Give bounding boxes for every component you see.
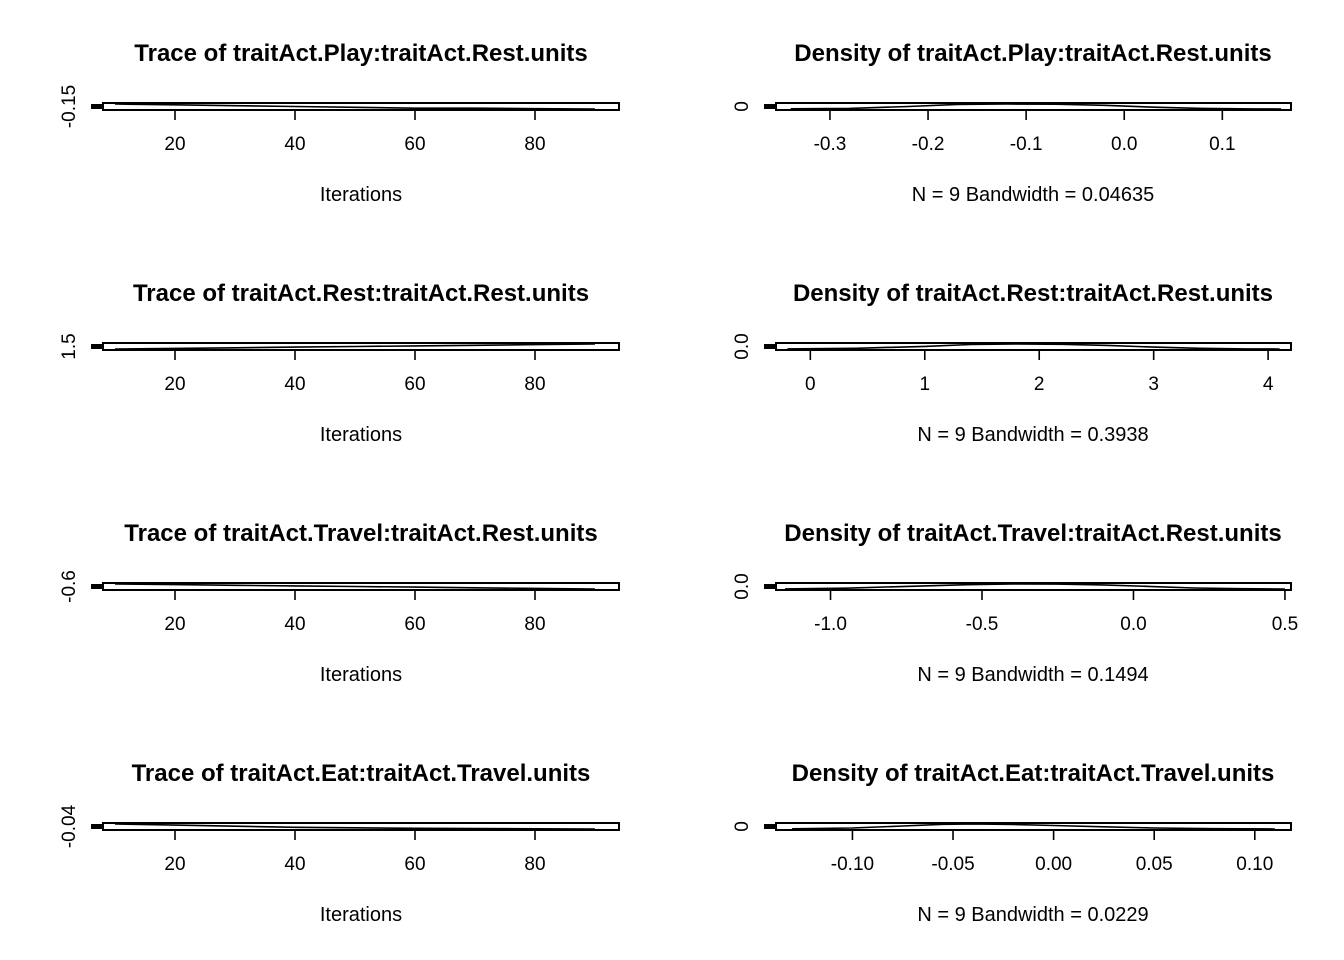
panel-title: Trace of traitAct.Rest:traitAct.Rest.uni… bbox=[133, 280, 589, 307]
y-tick-label: -0.6 bbox=[59, 570, 80, 603]
panel-title: Density of traitAct.Play:traitAct.Rest.u… bbox=[794, 40, 1271, 67]
x-tick-label: 20 bbox=[164, 134, 185, 155]
x-tick-label: 1 bbox=[919, 374, 930, 395]
x-tick-label: 60 bbox=[404, 134, 425, 155]
x-tick-label: 60 bbox=[404, 854, 425, 875]
x-tick-label: 80 bbox=[524, 374, 545, 395]
panel-density-1: Density of traitAct.Play:traitAct.Rest.u… bbox=[732, 40, 1292, 206]
x-axis-label: N = 9 Bandwidth = 0.3938 bbox=[917, 424, 1148, 446]
series-line bbox=[114, 823, 596, 830]
x-tick-label: 80 bbox=[524, 614, 545, 635]
panel-density-2: Density of traitAct.Rest:traitAct.Rest.u… bbox=[732, 280, 1292, 446]
x-tick-label: 40 bbox=[284, 614, 305, 635]
panel-title: Trace of traitAct.Eat:traitAct.Travel.un… bbox=[132, 760, 591, 787]
x-axis-label: N = 9 Bandwidth = 0.04635 bbox=[912, 184, 1154, 206]
series-line bbox=[114, 583, 596, 590]
x-tick-label: 0.05 bbox=[1136, 854, 1173, 875]
x-tick-label: 80 bbox=[524, 134, 545, 155]
x-tick-label: 4 bbox=[1263, 374, 1274, 395]
y-tick-label: 0 bbox=[732, 101, 753, 112]
y-tick-label: -0.04 bbox=[59, 804, 80, 848]
x-tick-label: 0.00 bbox=[1035, 854, 1072, 875]
x-axis-label: N = 9 Bandwidth = 0.0229 bbox=[917, 904, 1148, 926]
series-line bbox=[114, 343, 596, 350]
x-tick-label: 20 bbox=[164, 614, 185, 635]
x-tick-label: 40 bbox=[284, 374, 305, 395]
x-tick-label: -0.3 bbox=[814, 134, 847, 155]
panel-title: Density of traitAct.Rest:traitAct.Rest.u… bbox=[793, 280, 1273, 307]
series-line bbox=[787, 343, 1280, 350]
panel-trace-2: Trace of traitAct.Rest:traitAct.Rest.uni… bbox=[59, 280, 620, 446]
x-tick-label: 40 bbox=[284, 854, 305, 875]
series-line bbox=[792, 823, 1275, 830]
panel-trace-1: Trace of traitAct.Play:traitAct.Rest.uni… bbox=[59, 40, 620, 206]
panel-density-3: Density of traitAct.Travel:traitAct.Rest… bbox=[732, 520, 1298, 686]
series-line bbox=[114, 103, 596, 110]
x-tick-label: -1.0 bbox=[814, 614, 847, 635]
series-line bbox=[785, 583, 1285, 590]
series-line bbox=[790, 103, 1282, 110]
y-tick-label: -0.15 bbox=[59, 85, 80, 128]
x-tick-label: 0.0 bbox=[1111, 134, 1137, 155]
panel-title: Density of traitAct.Eat:traitAct.Travel.… bbox=[792, 760, 1275, 787]
x-tick-label: 20 bbox=[164, 854, 185, 875]
x-tick-label: -0.5 bbox=[966, 614, 999, 635]
x-tick-label: 60 bbox=[404, 374, 425, 395]
y-tick-label: 0.0 bbox=[732, 333, 753, 359]
x-tick-label: -0.2 bbox=[912, 134, 945, 155]
x-axis-label: Iterations bbox=[320, 424, 402, 446]
x-tick-label: 2 bbox=[1034, 374, 1045, 395]
x-axis-label: Iterations bbox=[320, 904, 402, 926]
panel-trace-3: Trace of traitAct.Travel:traitAct.Rest.u… bbox=[59, 520, 620, 686]
x-tick-label: -0.1 bbox=[1010, 134, 1043, 155]
x-tick-label: 20 bbox=[164, 374, 185, 395]
y-tick-label: 0.0 bbox=[732, 573, 753, 599]
x-axis-label: Iterations bbox=[320, 664, 402, 686]
panel-density-4: Density of traitAct.Eat:traitAct.Travel.… bbox=[732, 760, 1292, 926]
x-tick-label: 0 bbox=[805, 374, 816, 395]
y-tick-label: 0 bbox=[732, 821, 753, 832]
panel-trace-4: Trace of traitAct.Eat:traitAct.Travel.un… bbox=[59, 760, 620, 926]
x-tick-label: 0.10 bbox=[1236, 854, 1273, 875]
x-axis-label: Iterations bbox=[320, 184, 402, 206]
x-tick-label: 3 bbox=[1148, 374, 1159, 395]
y-tick-label: 1.5 bbox=[59, 333, 80, 359]
x-tick-label: 0.0 bbox=[1120, 614, 1146, 635]
x-tick-label: 80 bbox=[524, 854, 545, 875]
panel-title: Trace of traitAct.Play:traitAct.Rest.uni… bbox=[134, 40, 587, 67]
panel-title: Trace of traitAct.Travel:traitAct.Rest.u… bbox=[124, 520, 597, 547]
x-tick-label: -0.10 bbox=[831, 854, 874, 875]
x-tick-label: 0.1 bbox=[1209, 134, 1235, 155]
x-tick-label: 60 bbox=[404, 614, 425, 635]
x-axis-label: N = 9 Bandwidth = 0.1494 bbox=[917, 664, 1148, 686]
panel-title: Density of traitAct.Travel:traitAct.Rest… bbox=[784, 520, 1281, 547]
x-tick-label: 0.5 bbox=[1272, 614, 1298, 635]
x-tick-label: -0.05 bbox=[931, 854, 974, 875]
x-tick-label: 40 bbox=[284, 134, 305, 155]
